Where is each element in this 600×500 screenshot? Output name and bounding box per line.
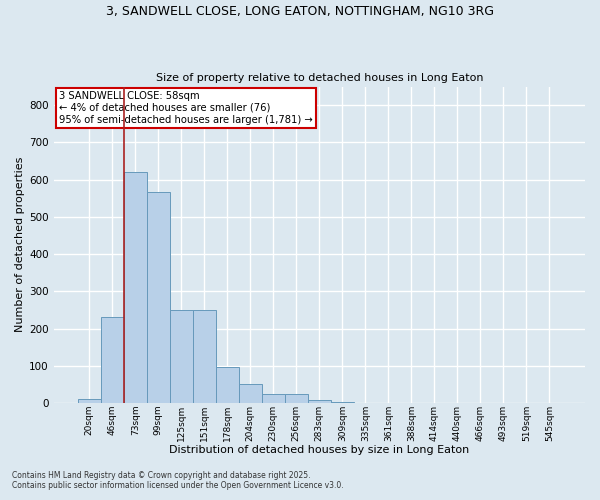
Text: 3, SANDWELL CLOSE, LONG EATON, NOTTINGHAM, NG10 3RG: 3, SANDWELL CLOSE, LONG EATON, NOTTINGHA… (106, 5, 494, 18)
Text: 3 SANDWELL CLOSE: 58sqm
← 4% of detached houses are smaller (76)
95% of semi-det: 3 SANDWELL CLOSE: 58sqm ← 4% of detached… (59, 92, 313, 124)
Bar (285, 394, 308, 403)
Bar (331, 402, 354, 403)
X-axis label: Distribution of detached houses by size in Long Eaton: Distribution of detached houses by size … (169, 445, 469, 455)
Bar (101, 316, 124, 403)
Bar (262, 394, 285, 403)
Bar (124, 172, 147, 403)
Bar (308, 400, 331, 403)
Bar (239, 384, 262, 403)
Bar (170, 310, 193, 403)
Bar (216, 366, 239, 403)
Bar (147, 192, 170, 403)
Y-axis label: Number of detached properties: Number of detached properties (15, 157, 25, 332)
Bar (193, 310, 216, 403)
Bar (78, 400, 101, 403)
Title: Size of property relative to detached houses in Long Eaton: Size of property relative to detached ho… (155, 73, 483, 83)
Text: Contains HM Land Registry data © Crown copyright and database right 2025.
Contai: Contains HM Land Registry data © Crown c… (12, 470, 344, 490)
